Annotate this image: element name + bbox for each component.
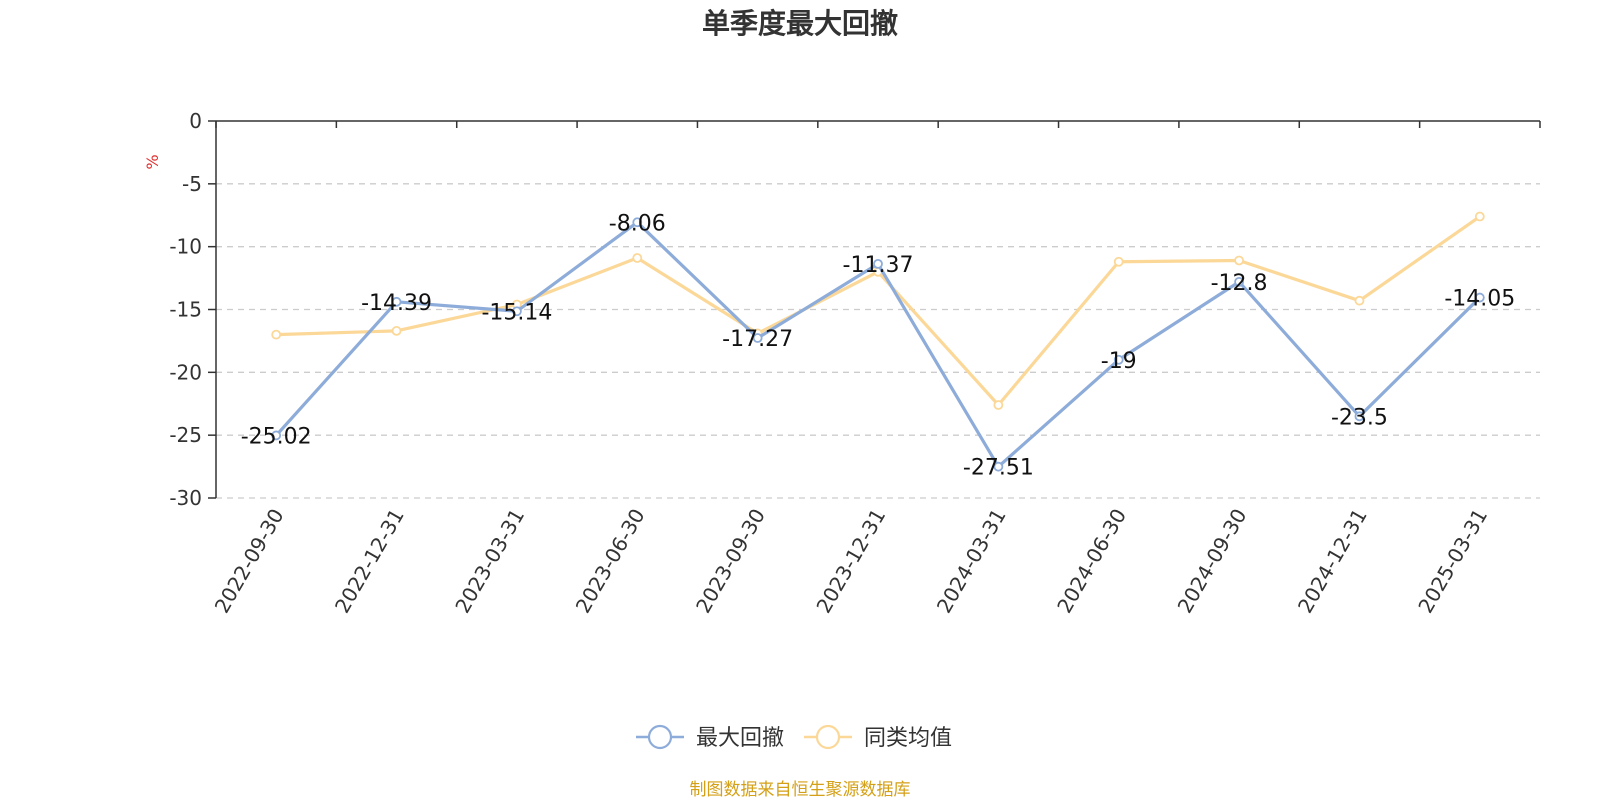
series-1-point[interactable]	[993, 400, 1004, 410]
y-tick-label: -10	[169, 235, 202, 259]
series-0-point[interactable]	[1234, 276, 1244, 287]
y-tick-label: -20	[169, 360, 202, 384]
chart-title: 单季度最大回撤	[702, 7, 898, 40]
x-tick-label: 2024-09-30	[1173, 505, 1252, 618]
y-tick-label: -30	[169, 486, 202, 510]
x-tick-label: 2023-06-30	[571, 505, 650, 618]
series-0-point[interactable]	[271, 430, 282, 441]
legend-label: 最大回撤	[696, 726, 784, 751]
series-1-point[interactable]	[1113, 256, 1124, 267]
y-tick-label: -25	[169, 423, 202, 447]
legend-label: 同类均值	[864, 726, 952, 751]
data-label: -12.8	[1211, 271, 1268, 296]
series-0-point[interactable]	[752, 333, 763, 343]
series-1-point[interactable]	[271, 329, 282, 340]
series-1-point[interactable]	[1474, 211, 1485, 222]
series-0-point[interactable]	[1474, 292, 1485, 303]
y-tick-label: -15	[169, 298, 202, 322]
series-1-point[interactable]	[632, 253, 643, 263]
axes: 0 -5 -10 -15 -20 -25 -30 2022-09-30 2022-12-31 20…	[169, 109, 1541, 618]
series-0-point[interactable]	[1354, 411, 1365, 422]
legend-marker-icon	[815, 724, 841, 750]
legend-item-0[interactable]: 最大回撤	[636, 724, 784, 751]
data-label: -23.5	[1331, 405, 1388, 430]
x-tick-label: 2024-06-30	[1052, 505, 1131, 618]
x-tick-label: 2022-09-30	[210, 505, 289, 618]
data-label: -27.51	[963, 456, 1034, 481]
series-0-point[interactable]	[1113, 354, 1124, 365]
y-tick-label: 0	[189, 109, 202, 133]
data-label: -14.05	[1444, 287, 1515, 312]
y-tick-label: -5	[182, 172, 202, 196]
data-label: -11.37	[843, 253, 914, 278]
series-0-point[interactable]	[873, 258, 883, 269]
x-tick-label: 2023-09-30	[691, 505, 770, 618]
x-tick-label: 2023-03-31	[450, 505, 529, 618]
x-tick-label: 2025-03-31	[1413, 505, 1492, 618]
data-label: -14.39	[361, 291, 432, 316]
legend-marker-icon	[647, 724, 673, 750]
series-1-point[interactable]	[1354, 295, 1365, 306]
x-tick-label: 2022-12-31	[330, 505, 409, 618]
data-label: -25.02	[241, 424, 312, 449]
x-tick-label: 2024-03-31	[932, 505, 1011, 618]
data-label: -19	[1101, 349, 1137, 374]
y-axis-unit-label: %	[143, 154, 162, 169]
series-1-point[interactable]	[1234, 255, 1244, 266]
data-label: -15.14	[481, 300, 552, 325]
legend-item-1[interactable]: 同类均值	[804, 724, 952, 751]
series-lines	[271, 211, 1485, 472]
data-labels: -25.02 -14.39 -15.14 -8.06 -17.27 -11.37 -27.5…	[241, 211, 1516, 480]
source-note: 制图数据来自恒生聚源数据库	[690, 780, 911, 800]
gridlines	[216, 183, 1540, 499]
legend[interactable]: 最大回撤 同类均值	[636, 724, 952, 751]
series-0-point[interactable]	[993, 461, 1004, 472]
x-tick-label: 2023-12-31	[811, 505, 890, 618]
series-line-1	[276, 215, 1481, 407]
series-0-point[interactable]	[632, 217, 643, 228]
x-tick-label: 2024-12-31	[1293, 505, 1372, 618]
series-0-point[interactable]	[391, 296, 402, 307]
data-label: -8.06	[609, 211, 666, 236]
data-label: -17.27	[722, 327, 793, 352]
series-1-point[interactable]	[391, 325, 402, 336]
series-0-point[interactable]	[512, 306, 522, 317]
